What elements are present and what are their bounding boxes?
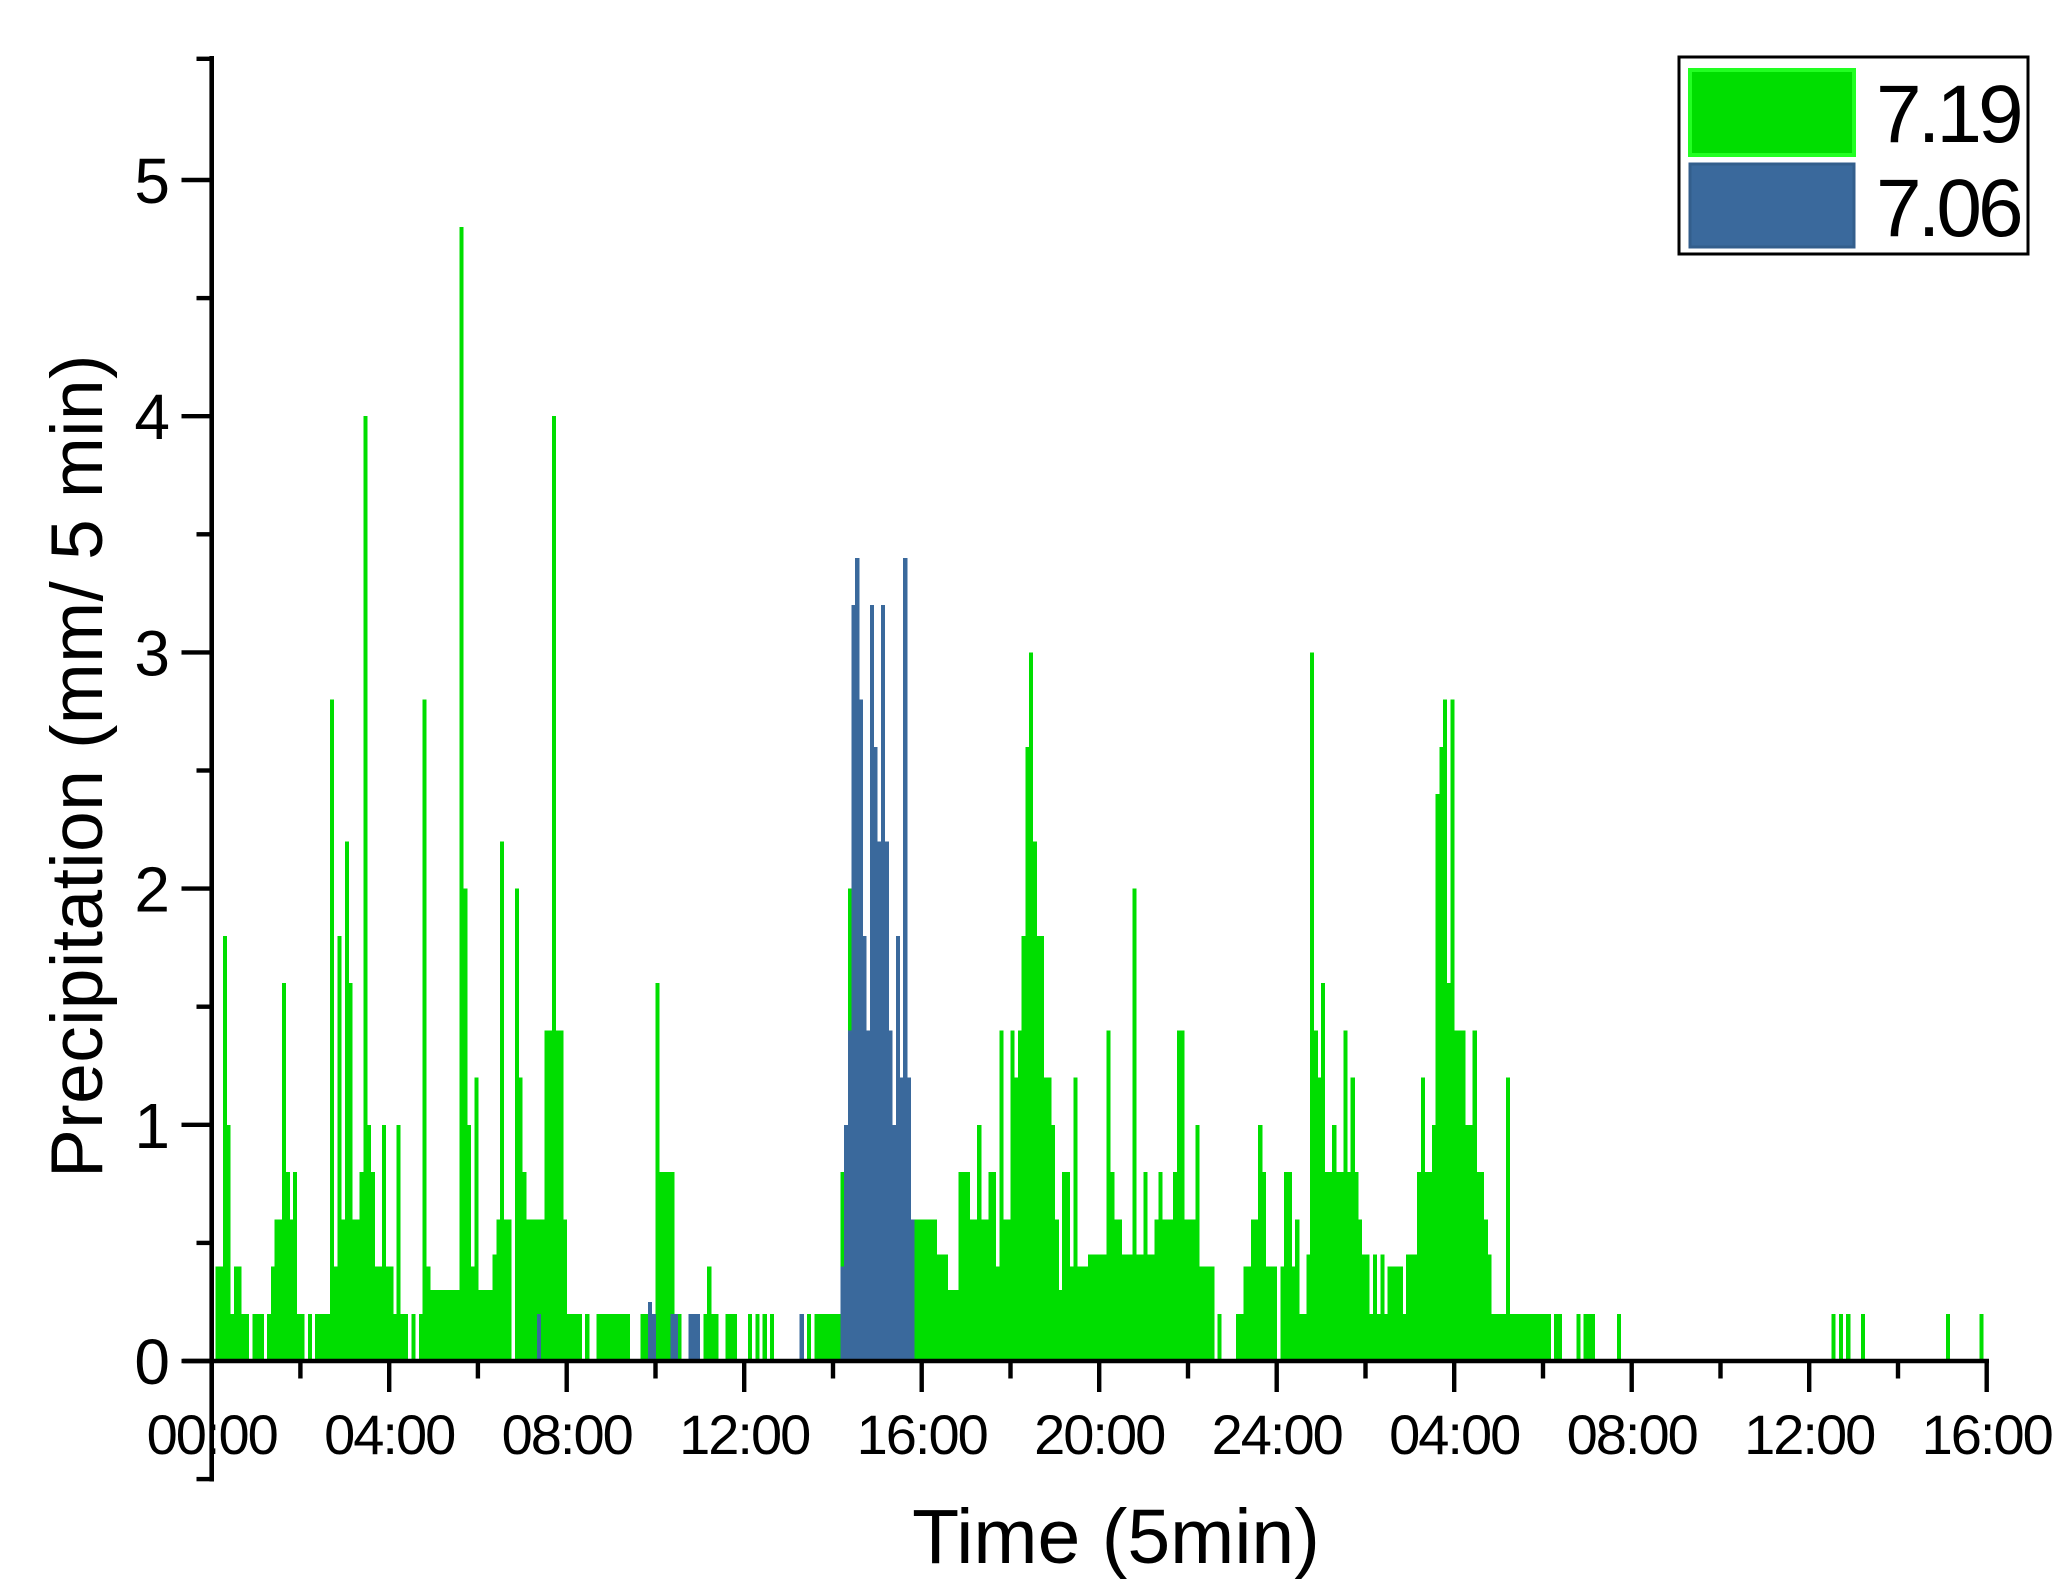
svg-text:0: 0 (134, 1326, 170, 1398)
svg-text:04:00: 04:00 (1389, 1403, 1519, 1466)
svg-text:08:00: 08:00 (502, 1403, 632, 1466)
svg-text:2: 2 (134, 854, 170, 926)
svg-text:5: 5 (134, 145, 170, 217)
svg-text:16:00: 16:00 (1922, 1403, 2052, 1466)
svg-text:00:00: 00:00 (147, 1403, 277, 1466)
svg-text:Precipitation (mm/ 5 min): Precipitation (mm/ 5 min) (37, 354, 118, 1178)
svg-text:7.06: 7.06 (1876, 163, 2020, 254)
svg-text:7.19: 7.19 (1876, 69, 2020, 160)
svg-text:3: 3 (134, 617, 170, 689)
svg-text:12:00: 12:00 (1744, 1403, 1874, 1466)
svg-text:1: 1 (134, 1090, 170, 1162)
svg-text:12:00: 12:00 (679, 1403, 809, 1466)
svg-text:4: 4 (134, 381, 170, 453)
svg-text:20:00: 20:00 (1034, 1403, 1164, 1466)
svg-text:08:00: 08:00 (1567, 1403, 1697, 1466)
svg-text:16:00: 16:00 (857, 1403, 987, 1466)
svg-text:Time (5min): Time (5min) (912, 1494, 1320, 1580)
svg-text:24:00: 24:00 (1212, 1403, 1342, 1466)
svg-text:04:00: 04:00 (324, 1403, 454, 1466)
